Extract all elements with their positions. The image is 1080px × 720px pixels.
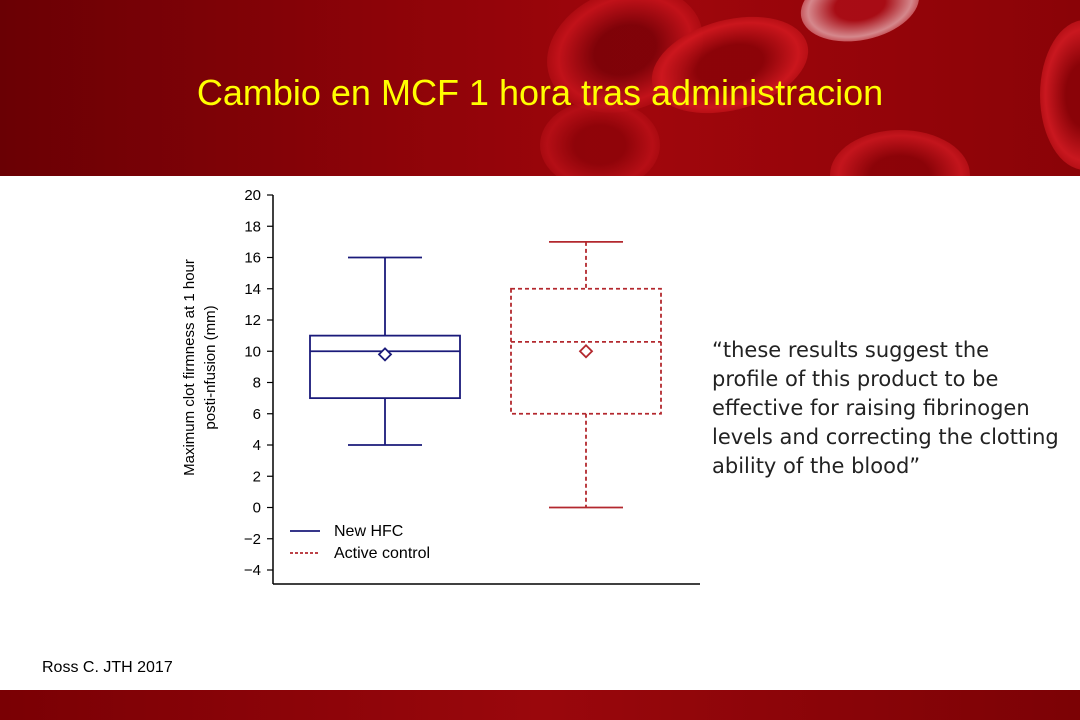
blood-cell-image [794,0,926,52]
slide-title: Cambio en MCF 1 hora tras administracion [196,72,884,113]
y-axis-label: Maximum clot firmness at 1 hour [181,259,198,476]
y-tick-label: 14 [244,281,261,298]
iqr-box [510,287,662,415]
blood-cell-image [830,130,970,176]
y-tick-label: 20 [244,187,261,204]
mean-marker [377,347,393,362]
y-tick-label: −2 [244,531,261,548]
header-banner [0,0,1080,176]
legend-label: Active control [334,545,430,562]
y-tick-label: −4 [244,562,261,579]
y-tick-label: 6 [253,406,261,423]
mean-marker [578,343,594,359]
y-axis-label: posti-nfusion (mm) [202,305,219,429]
blood-cell-image [540,100,660,176]
y-tick-label: 8 [253,375,261,392]
citation: Ross C. JTH 2017 [42,659,173,676]
y-tick-label: 4 [253,437,261,454]
y-tick-label: 2 [253,468,261,485]
y-tick-label: 18 [244,218,261,235]
quote-text: “these results suggest the profile of th… [712,338,1059,478]
y-tick-label: 10 [244,343,261,360]
y-tick-label: 16 [244,250,261,267]
y-tick-label: 0 [253,500,261,517]
y-tick-label: 12 [244,312,261,329]
iqr-box [309,334,461,400]
legend-label: New HFC [334,523,403,540]
footer-bar [0,690,1080,720]
